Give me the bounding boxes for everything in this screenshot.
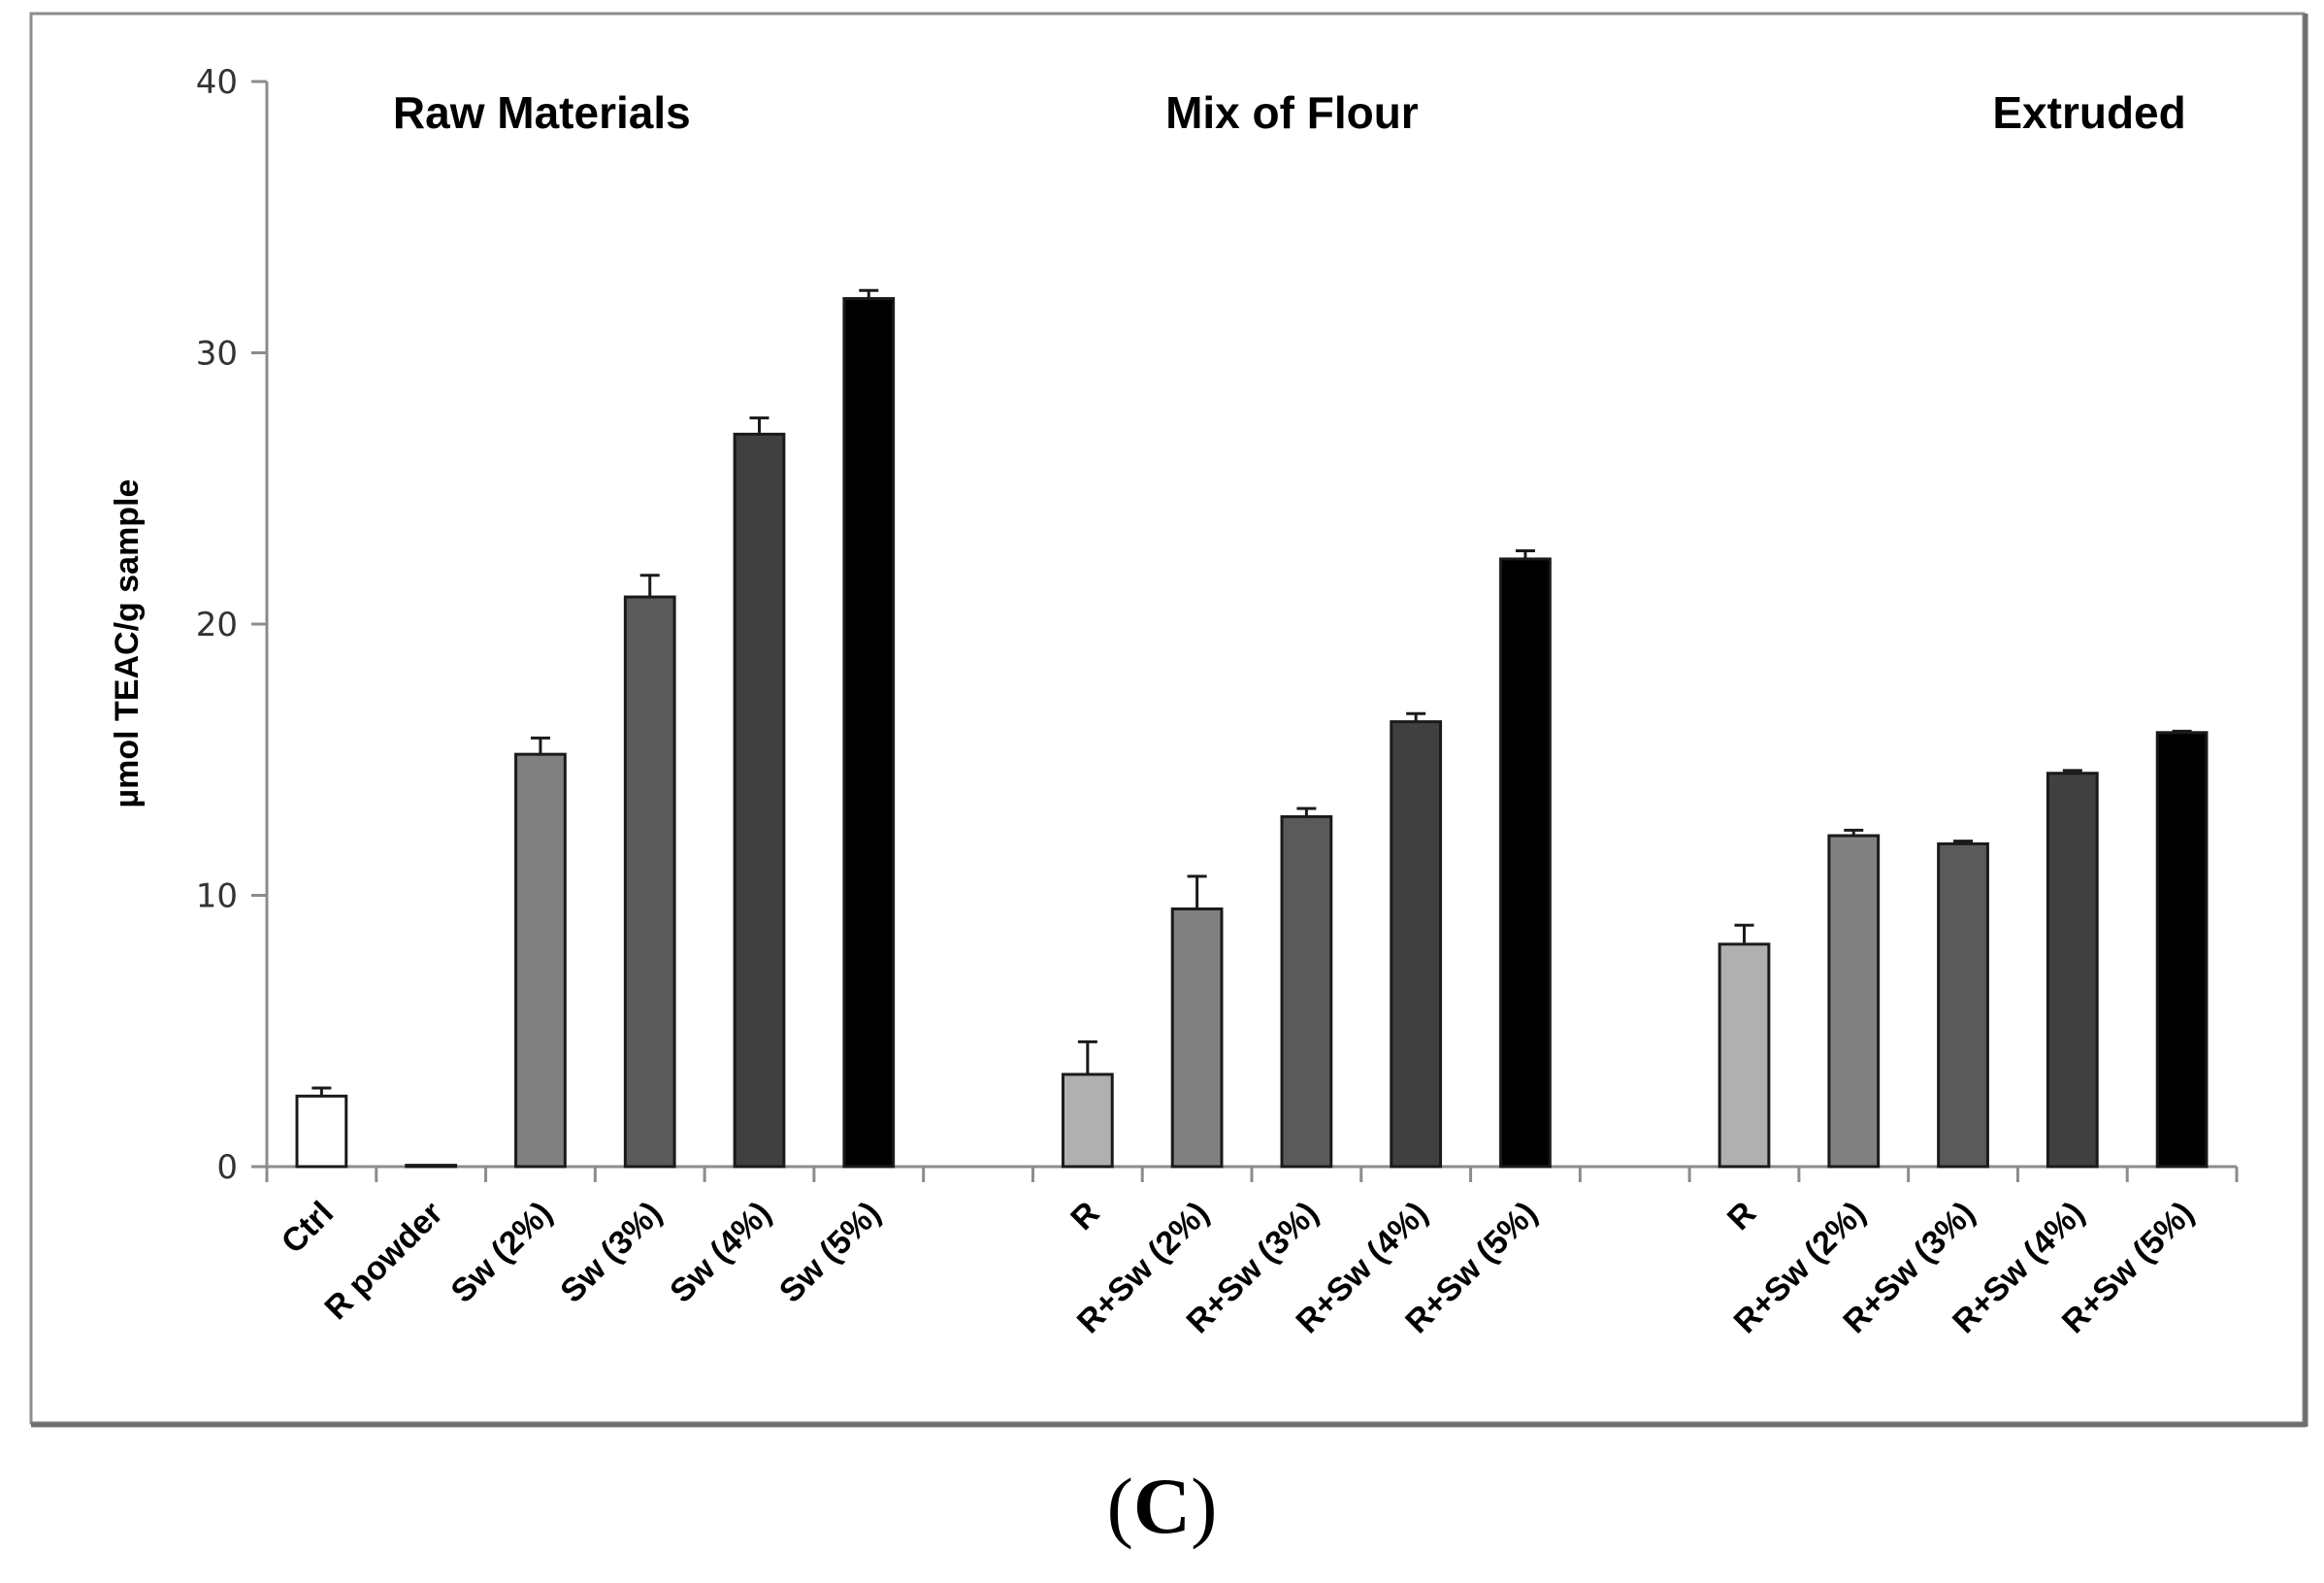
- y-tick-label: 10: [196, 877, 238, 916]
- bar: [733, 432, 786, 1169]
- bar: [2046, 772, 2099, 1169]
- y-tick-label: 40: [196, 63, 238, 102]
- group-title: Mix of Flour: [1165, 87, 1419, 138]
- bar: [1061, 1072, 1114, 1169]
- y-tick-label: 0: [216, 1148, 238, 1187]
- chart-frame: 0 10 20 30 40 µmol TEAC/g sample Ctrl R powder S…: [29, 12, 2309, 1429]
- panel-label-open: (: [1106, 1462, 1133, 1550]
- panel-label-close: ): [1191, 1462, 1218, 1550]
- bar: [623, 595, 676, 1169]
- y-tick-label: 30: [196, 335, 238, 374]
- group-title: Raw Materials: [393, 87, 691, 138]
- bar: [1390, 720, 1443, 1169]
- axes-layer: [251, 80, 2239, 1182]
- bar: [295, 1094, 348, 1169]
- bar: [842, 297, 896, 1169]
- bar: [1937, 841, 1989, 1169]
- bar: [1170, 907, 1224, 1169]
- bar: [1499, 557, 1552, 1169]
- group-title: Extruded: [1992, 87, 2185, 138]
- bar: [1827, 834, 1881, 1169]
- bar: [2155, 731, 2209, 1169]
- bar: [1718, 942, 1771, 1169]
- panel-label: (C): [0, 1461, 2324, 1552]
- bar: [405, 1164, 458, 1169]
- bars-layer: [295, 288, 2209, 1169]
- bar: [514, 752, 567, 1169]
- panel-label-letter: C: [1132, 1462, 1192, 1550]
- y-tick-label: 20: [196, 606, 238, 644]
- y-axis-title: µmol TEAC/g sample: [109, 479, 146, 808]
- chart-border: [29, 12, 2306, 1425]
- bar: [1280, 814, 1333, 1169]
